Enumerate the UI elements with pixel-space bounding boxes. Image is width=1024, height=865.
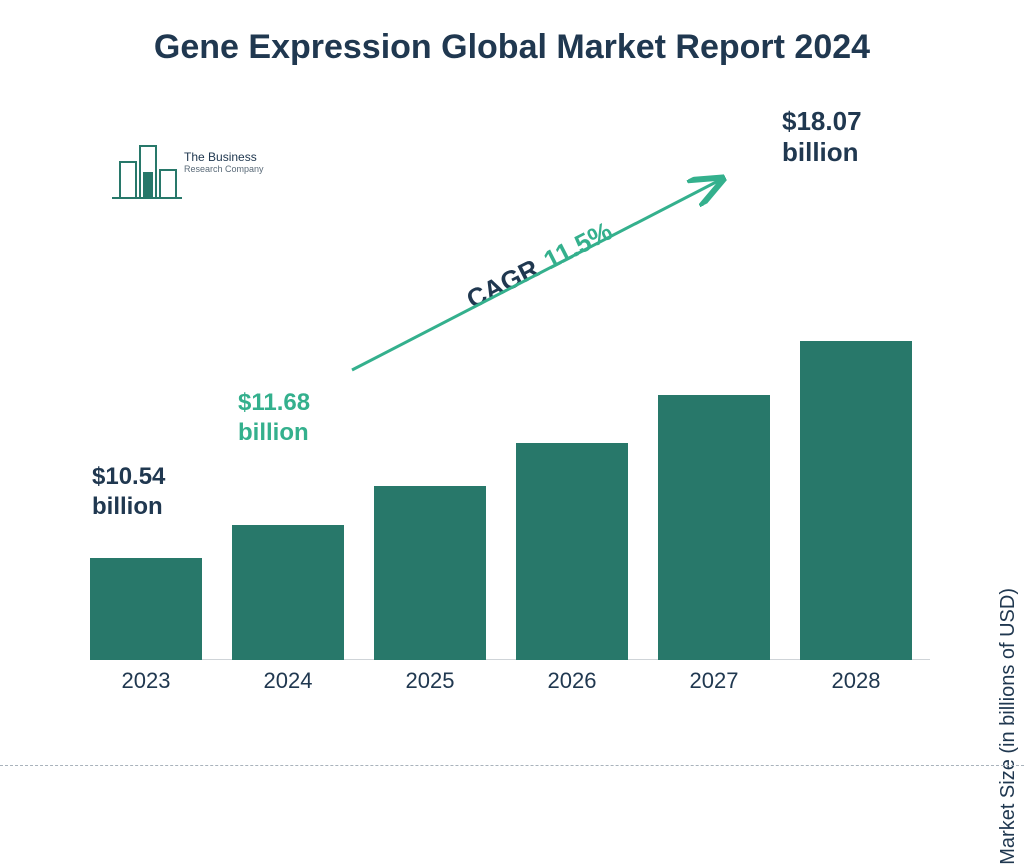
- chart-title: Gene Expression Global Market Report 202…: [0, 28, 1024, 67]
- max-value-label: $18.07 billion: [782, 106, 930, 168]
- value-callout-0: $10.54billion: [92, 462, 232, 522]
- chart-area: 2023 2024 2025 2026 2027 2028 $10.54billion$11…: [80, 140, 930, 700]
- x-label-2026: 2026: [516, 668, 628, 694]
- x-label-2028: 2028: [800, 668, 912, 694]
- y-axis-label: Market Size (in billions of USD): [997, 588, 1020, 865]
- bar-2023: [90, 558, 202, 660]
- bar-2025: [374, 486, 486, 660]
- x-label-2023: 2023: [90, 668, 202, 694]
- bar-2027: [658, 395, 770, 660]
- x-label-2027: 2027: [658, 668, 770, 694]
- bar-2024: [232, 525, 344, 660]
- footer-divider: [0, 765, 1024, 766]
- x-label-2025: 2025: [374, 668, 486, 694]
- value-callout-1: $11.68billion: [238, 388, 378, 448]
- bar-2026: [516, 443, 628, 660]
- bar-2028: [800, 341, 912, 660]
- x-label-2024: 2024: [232, 668, 344, 694]
- cagr-label: CAGR11.5%: [462, 216, 618, 316]
